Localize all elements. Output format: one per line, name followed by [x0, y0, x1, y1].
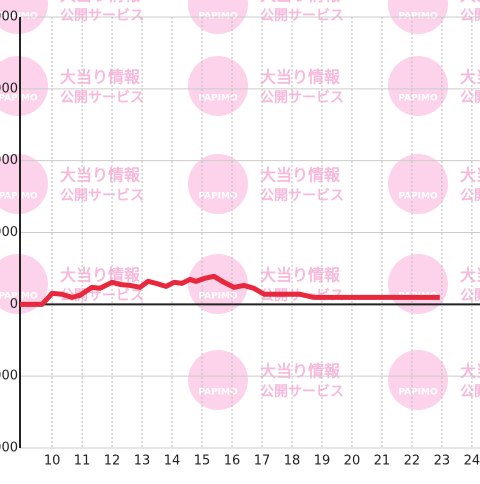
y-tick-label: 6,000 [0, 153, 18, 168]
watermark-logo [0, 254, 48, 314]
watermark-logo-text: PAPIMO [198, 94, 238, 104]
x-tick-label: 11 [74, 454, 91, 469]
watermark-logo [388, 56, 448, 116]
watermark-logo [388, 350, 448, 410]
y-tick-label: -3,000 [0, 369, 18, 384]
watermark-text: 公開サービス [460, 188, 480, 204]
x-tick-label: 20 [344, 454, 361, 469]
watermark-text: 公開サービス [260, 90, 344, 106]
watermark-logo-text: PAPIMO [0, 192, 38, 202]
watermark-logo-text: PAPIMO [198, 388, 238, 398]
watermark-logo [188, 154, 248, 214]
watermark-text: 大当り情報 [460, 166, 480, 185]
watermark-logo-text: PAPIMO [398, 192, 438, 202]
watermark-text: 大当り情報 [460, 68, 480, 87]
x-tick-label: 21 [374, 454, 391, 469]
x-tick-label: 12 [104, 454, 121, 469]
watermark-text: 大当り情報 [60, 0, 141, 5]
watermark-logo-text: PAPIMO [198, 192, 238, 202]
watermark-logo-text: PAPIMO [198, 292, 238, 302]
x-tick-label: 22 [404, 454, 421, 469]
watermark-text: 大当り情報 [60, 166, 141, 185]
watermark-text: 大当り情報 [260, 266, 341, 285]
watermark-text: 公開サービス [260, 8, 344, 24]
watermark-text: 大当り情報 [260, 362, 341, 381]
x-tick-label: 15 [194, 454, 211, 469]
x-tick-label: 23 [434, 454, 451, 469]
watermark-text: 公開サービス [60, 8, 144, 24]
watermark-text: 公開サービス [460, 90, 480, 106]
watermark-logo [188, 56, 248, 116]
watermark-text: 公開サービス [460, 288, 480, 304]
y-tick-label: -6,000 [0, 441, 18, 456]
x-tick-label: 14 [164, 454, 181, 469]
y-tick-label: 9,000 [0, 81, 18, 96]
data-line [20, 273, 440, 307]
y-tick-label: 12,000 [0, 10, 18, 25]
watermark-logo-text: PAPIMO [0, 94, 38, 104]
y-tick-label: 0 [10, 297, 18, 312]
watermark-text: 大当り情報 [460, 362, 480, 381]
watermark-text: 大当り情報 [60, 68, 141, 87]
y-tick-label: 3,000 [0, 225, 18, 240]
watermark-text: 公開サービス [260, 384, 344, 400]
x-tick-label: 24 [464, 454, 480, 469]
x-tick-label: 13 [134, 454, 151, 469]
x-tick-label: 17 [254, 454, 271, 469]
watermark-logo-text: PAPIMO [0, 12, 38, 22]
x-tick-label: 10 [44, 454, 61, 469]
watermark-text: 大当り情報 [260, 0, 341, 5]
x-tick-label: 18 [284, 454, 301, 469]
watermark-text: 公開サービス [60, 188, 144, 204]
watermark-text: 大当り情報 [460, 266, 480, 285]
watermark-text: 公開サービス [60, 90, 144, 106]
watermark-logo [0, 154, 48, 214]
watermark-logo [0, 56, 48, 116]
watermark-text: 公開サービス [460, 8, 480, 24]
watermark-logo [388, 154, 448, 214]
watermark-text: 公開サービス [460, 384, 480, 400]
watermark-text: 大当り情報 [60, 266, 141, 285]
watermark-text: 大当り情報 [260, 68, 341, 87]
watermark-text: 公開サービス [260, 188, 344, 204]
watermark-logo [188, 350, 248, 410]
watermark-logo-text: PAPIMO [0, 292, 38, 302]
watermark-logo [188, 254, 248, 314]
watermark-text: 大当り情報 [460, 0, 480, 5]
x-tick-label: 19 [314, 454, 331, 469]
watermark-logo-text: PAPIMO [398, 94, 438, 104]
watermark-text: 大当り情報 [260, 166, 341, 185]
watermark: PAPIMO大当り情報公開サービスPAPIMO大当り情報公開サービスPAPIMO… [0, 0, 480, 410]
x-tick-label: 16 [224, 454, 241, 469]
watermark-logo-text: PAPIMO [398, 388, 438, 398]
